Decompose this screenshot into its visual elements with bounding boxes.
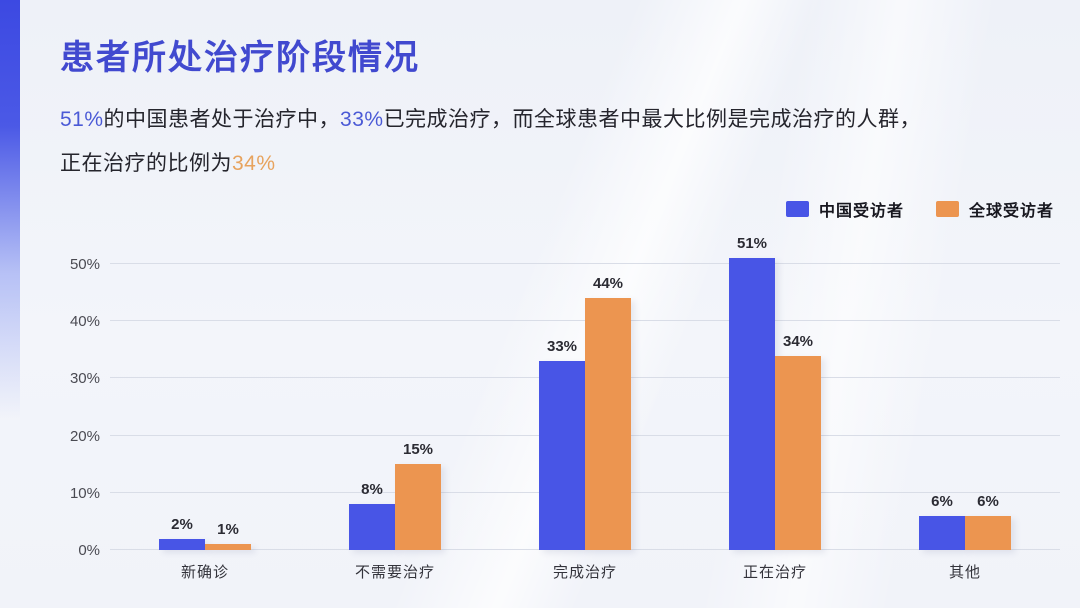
bar-中国受访者-完成治疗: [539, 361, 585, 550]
bar-value-label: 8%: [361, 481, 383, 499]
x-axis-category-label: 完成治疗: [552, 564, 618, 581]
legend-swatch-china: [785, 201, 809, 217]
bar-column: 1%: [205, 521, 251, 550]
bar-中国受访者-正在治疗: [729, 258, 775, 550]
bar-全球受访者-其他: [965, 515, 1011, 550]
page-title: 患者所处治疗阶段情况: [60, 39, 420, 77]
x-axis-category-label: 不需要治疗: [354, 564, 436, 581]
bar-column: 2%: [159, 516, 205, 550]
y-axis-tick-40%: 40%: [69, 313, 100, 331]
bar-column: 51%: [729, 235, 775, 550]
legend-item-global: 全球受访者: [935, 197, 1054, 221]
chart-description: 51%的中国患者处于治疗中，33%已完成治疗，而全球患者中最大比例是完成治疗的人…: [60, 98, 921, 186]
bar-groups: 2% 1% 新确诊 8% 15% 不需要治疗 33% 44% 完成治疗 51% 34% 正在治疗 6% 6…: [110, 234, 1060, 581]
y-axis-tick-10%: 10%: [69, 484, 100, 502]
bar-value-label: 33%: [546, 338, 578, 356]
bar-全球受访者-完成治疗: [585, 298, 631, 550]
bar-column: 8%: [349, 481, 395, 550]
bar-value-label: 34%: [782, 332, 814, 350]
bar-value-label: 6%: [977, 492, 999, 510]
decorative-left-strip: [0, 0, 20, 420]
description-text: 正在治疗的比例为: [60, 152, 232, 175]
bar-全球受访者-不需要治疗: [395, 464, 441, 550]
y-axis-tick-0%: 0%: [78, 542, 100, 559]
bar-column: 34%: [775, 333, 821, 550]
legend-item-china: 中国受访者: [785, 197, 904, 221]
bar-value-label: 2%: [171, 515, 193, 533]
x-axis-category-label: 其他: [948, 564, 982, 581]
bar-column: 44%: [585, 275, 631, 550]
bar-全球受访者-新确诊: [205, 544, 251, 550]
highlight-value-global-in-treatment: 34%: [232, 152, 276, 175]
legend-label-global: 全球受访者: [968, 203, 1054, 220]
bar-value-label: 51%: [736, 235, 768, 253]
highlight-value-china-in-treatment: 51%: [60, 108, 104, 131]
bar-value-label: 6%: [931, 492, 953, 510]
bar-value-label: 15%: [402, 441, 434, 459]
legend-label-china: 中国受访者: [818, 203, 904, 220]
x-axis-category-label: 新确诊: [180, 564, 230, 581]
x-axis-category-label: 正在治疗: [742, 564, 808, 581]
y-axis-tick-30%: 30%: [69, 370, 100, 388]
bar-group-其他: 6% 6% 其他: [919, 493, 1011, 581]
bar-group-正在治疗: 51% 34% 正在治疗: [729, 235, 821, 581]
bar-value-label: 44%: [592, 275, 624, 293]
bar-中国受访者-不需要治疗: [349, 504, 395, 550]
bar-column: 15%: [395, 441, 441, 550]
bar-column: 33%: [539, 338, 585, 550]
bar-全球受访者-正在治疗: [775, 355, 821, 550]
y-axis-tick-50%: 50%: [69, 256, 100, 273]
description-text: 的中国患者处于治疗中，: [103, 108, 341, 131]
bar-group-不需要治疗: 8% 15% 不需要治疗: [349, 441, 441, 581]
chart-legend: 中国受访者 全球受访者: [785, 197, 1054, 221]
legend-swatch-global: [935, 201, 959, 217]
bar-value-label: 1%: [217, 521, 239, 539]
bar-column: 6%: [919, 493, 965, 550]
gridline-50%: [110, 263, 1060, 264]
description-text: 已完成治疗，而全球患者中最大比例是完成治疗的人群，: [383, 108, 922, 131]
bar-chart: 0% 10% 20% 30% 40% 50% 2% 1% 新确诊 8% 15% 不需要治疗 33% 44%…: [70, 234, 1060, 581]
bar-中国受访者-新确诊: [159, 538, 205, 550]
bar-column: 6%: [965, 493, 1011, 550]
bar-group-新确诊: 2% 1% 新确诊: [159, 516, 251, 581]
y-axis-tick-20%: 20%: [69, 427, 100, 445]
bar-中国受访者-其他: [919, 515, 965, 550]
bar-group-完成治疗: 33% 44% 完成治疗: [539, 275, 631, 581]
highlight-value-china-completed: 33%: [340, 108, 384, 131]
